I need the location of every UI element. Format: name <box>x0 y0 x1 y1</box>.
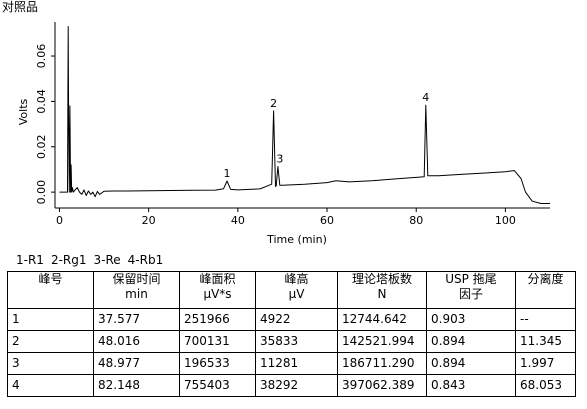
table-cell: 68.053 <box>515 374 576 397</box>
header-usp-tailing: USP 拖尾 因子 <box>426 271 516 309</box>
table-cell: 142521.994 <box>337 330 427 353</box>
peak-label: 3 <box>276 152 283 165</box>
table-cell: 397062.389 <box>337 374 427 397</box>
table-cell: 48.977 <box>93 352 180 375</box>
peak-results-table: 峰号 保留时间 min 峰面积 μV*s 峰高 μV 理论塔板数 N USP 拖尾 因子 … <box>7 271 576 397</box>
chromatogram-trace <box>59 26 550 204</box>
table-cell: -- <box>515 308 576 331</box>
peak-legend: 1-R1 2-Rg1 3-Re 4-Rb1 <box>16 253 170 267</box>
header-resolution: 分离度 <box>515 271 576 309</box>
legend-item: 3-Re <box>93 253 121 267</box>
table-cell: 4922 <box>255 308 338 331</box>
header-retention-time: 保留时间 min <box>93 271 180 309</box>
x-axis-title: Time (min) <box>266 233 327 246</box>
table-cell: 11.345 <box>515 330 576 353</box>
table-cell: 251966 <box>179 308 256 331</box>
table-cell: 186711.290 <box>337 352 427 375</box>
page-title: 对照品 <box>2 0 39 14</box>
x-tick-label: 0 <box>56 214 63 227</box>
table-header-row: 峰号 保留时间 min 峰面积 μV*s 峰高 μV 理论塔板数 N USP 拖尾 因子 … <box>7 271 576 309</box>
table-cell: 1.997 <box>515 352 576 375</box>
header-peak-number: 峰号 <box>7 271 94 309</box>
x-tick-label: 80 <box>409 214 423 227</box>
x-tick-label: 20 <box>142 214 156 227</box>
y-tick-label: 0.06 <box>35 44 48 69</box>
table-cell: 0.843 <box>426 374 516 397</box>
header-peak-height: 峰高 μV <box>255 271 338 309</box>
y-tick-label: 0.02 <box>35 135 48 160</box>
peak-label: 2 <box>270 97 277 110</box>
table-row: 2 48.016 700131 35833 142521.994 0.894 11.345 <box>7 330 576 353</box>
x-tick-label: 100 <box>495 214 516 227</box>
table-row: 4 82.148 755403 38292 397062.389 0.843 68.053 <box>7 374 576 397</box>
table-cell: 82.148 <box>93 374 180 397</box>
table-cell: 1 <box>7 308 94 331</box>
y-tick-label: 0.04 <box>35 89 48 114</box>
table-cell: 3 <box>7 352 94 375</box>
table-cell: 755403 <box>179 374 256 397</box>
table-cell: 700131 <box>179 330 256 353</box>
peak-label: 4 <box>422 91 429 104</box>
table-cell: 12744.642 <box>337 308 427 331</box>
table-cell: 38292 <box>255 374 338 397</box>
chart-axes: 0 20 40 60 80 100 0.00 0.02 0.04 0.06 <box>35 22 550 227</box>
header-peak-area: 峰面积 μV*s <box>179 271 256 309</box>
table-cell: 11281 <box>255 352 338 375</box>
header-theoretical-plates: 理论塔板数 N <box>337 271 427 309</box>
table-cell: 48.016 <box>93 330 180 353</box>
peak-label: 1 <box>224 167 231 180</box>
table-row: 1 37.577 251966 4922 12744.642 0.903 -- <box>7 308 576 331</box>
x-tick-label: 60 <box>320 214 334 227</box>
table-cell: 0.894 <box>426 352 516 375</box>
legend-item: 2-Rg1 <box>50 253 87 267</box>
chromatogram-chart: 0 20 40 60 80 100 0.00 0.02 0.04 0.06 1 2 3 4 Time (… <box>17 22 550 246</box>
table-cell: 0.903 <box>426 308 516 331</box>
chart-peak-labels: 1 2 3 4 <box>224 91 430 180</box>
table-cell: 2 <box>7 330 94 353</box>
x-tick-label: 40 <box>231 214 245 227</box>
table-cell: 196533 <box>179 352 256 375</box>
legend-item: 4-Rb1 <box>127 253 164 267</box>
chart-series <box>59 26 550 204</box>
table-cell: 4 <box>7 374 94 397</box>
legend-item: 1-R1 <box>16 253 44 267</box>
table-row: 3 48.977 196533 11281 186711.290 0.894 1.997 <box>7 352 576 375</box>
y-axis-title: Volts <box>17 98 30 125</box>
y-tick-label: 0.00 <box>35 180 48 205</box>
table-cell: 0.894 <box>426 330 516 353</box>
table-cell: 35833 <box>255 330 338 353</box>
table-cell: 37.577 <box>93 308 180 331</box>
